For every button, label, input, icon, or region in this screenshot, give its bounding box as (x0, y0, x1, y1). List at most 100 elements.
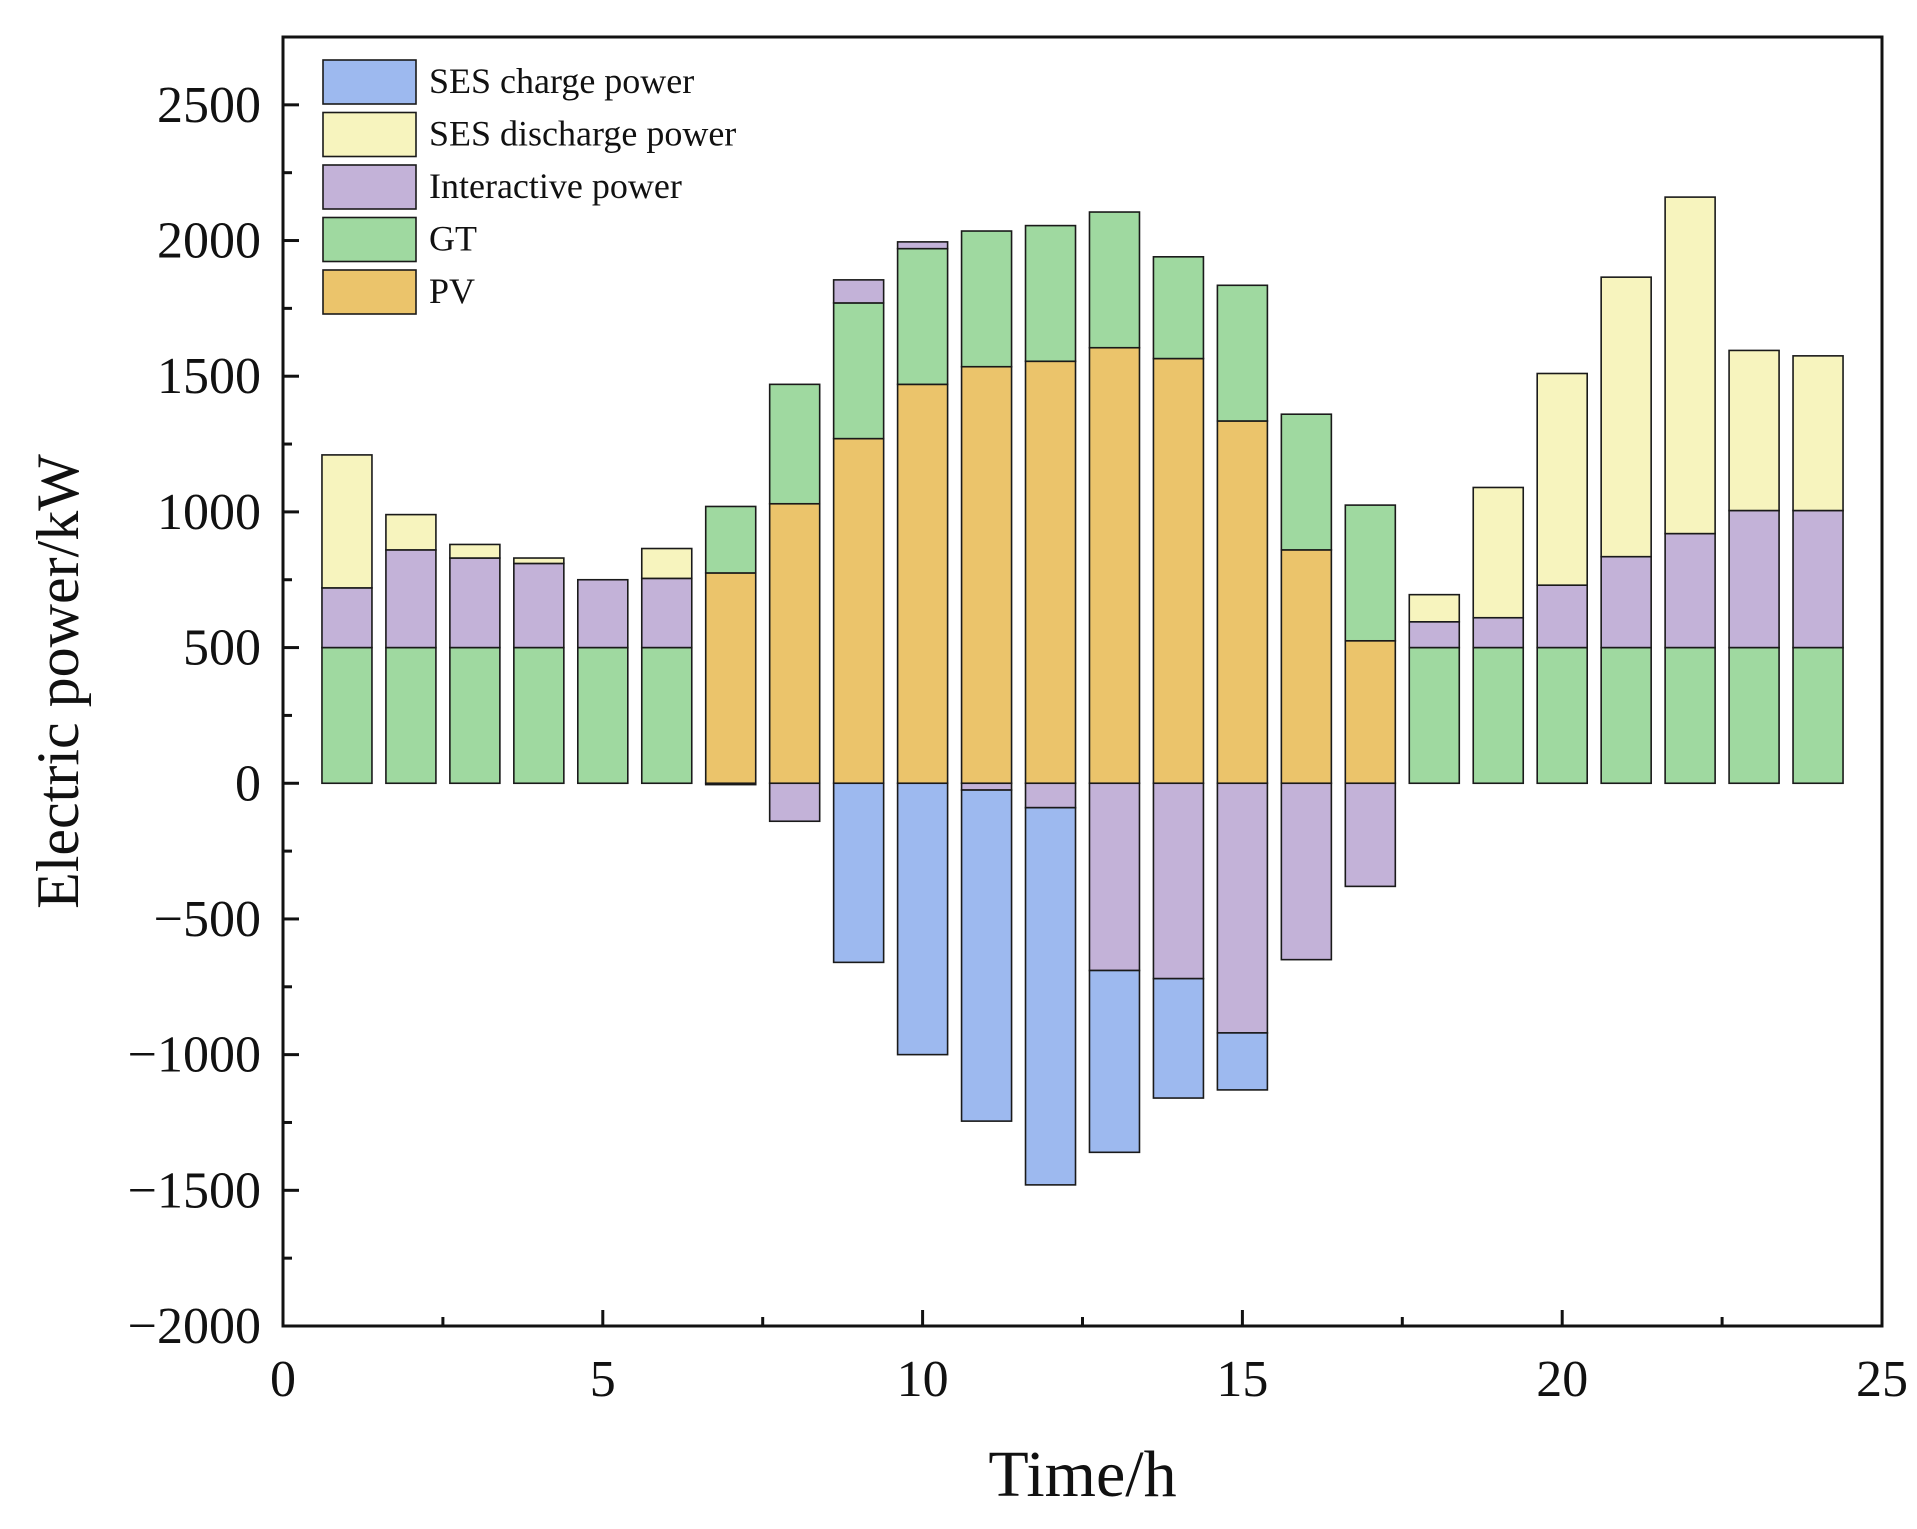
bar-segment-gt (576, 646, 629, 785)
bar-segment-ses-discharge (1472, 486, 1525, 619)
legend-label: GT (429, 219, 477, 259)
bar-segment-gt (1600, 646, 1652, 785)
bar-segment-ses-charge (1216, 1032, 1269, 1091)
bar-segment-ses-discharge (1600, 276, 1652, 558)
y-tick-label: 1500 (157, 348, 261, 405)
bar-segment-gt (1152, 256, 1205, 360)
bar-segment-gt (1344, 504, 1397, 642)
bar-group (1536, 372, 1588, 785)
legend-label: Interactive power (429, 166, 682, 206)
y-tick-label: −2000 (128, 1298, 261, 1355)
bar-segment-ses-discharge (640, 547, 693, 580)
bar-segment-pv (832, 437, 885, 785)
bar-segment-interactive (1216, 782, 1269, 1034)
bar-group (1088, 211, 1141, 1154)
bar-segment-gt (960, 230, 1013, 368)
bar-group (321, 454, 373, 785)
bar-segment-gt (640, 646, 693, 785)
y-tick-label: 0 (235, 755, 261, 812)
bar-segment-ses-charge (832, 782, 885, 964)
bar-segment-interactive (513, 562, 565, 649)
bar-segment-ses-charge (1024, 806, 1077, 1186)
bar-segment-pv (896, 383, 949, 785)
bar-segment-gt (321, 646, 373, 785)
bar-segment-gt (896, 247, 949, 386)
bar-group (1792, 355, 1844, 785)
bar-segment-interactive (1088, 782, 1141, 972)
x-tick-label: 5 (590, 1351, 616, 1408)
bars-layer (321, 196, 1844, 1186)
bar-group (1408, 593, 1461, 785)
bar-segment-interactive (1280, 782, 1333, 961)
bar-segment-gt (1280, 413, 1333, 551)
bar-segment-interactive (1728, 509, 1780, 649)
bar-segment-ses-discharge (1728, 349, 1780, 512)
legend-swatch (322, 111, 417, 158)
bar-segment-ses-discharge (1536, 372, 1588, 586)
bar-segment-ses-discharge (1664, 196, 1716, 535)
bar-group (1728, 349, 1780, 785)
bar-segment-interactive (896, 241, 949, 250)
axes-layer: −2000 −1500 −1000 −500 0 500 1000 1500 2000 2500 0… (128, 35, 1908, 1408)
bar-segment-interactive (1600, 555, 1652, 649)
bar-segment-gt (449, 646, 501, 785)
bar-segment-interactive (1472, 616, 1525, 649)
bar-segment-interactive (321, 587, 373, 649)
bar-segment-ses-charge (1088, 969, 1141, 1154)
bar-segment-pv (768, 502, 821, 785)
bar-group (1472, 486, 1525, 785)
x-tick-label: 0 (270, 1351, 296, 1408)
legend-label: SES discharge power (429, 114, 736, 154)
bar-segment-ses-charge (1152, 977, 1205, 1099)
bar-segment-interactive (1024, 782, 1077, 809)
bar-segment-pv (960, 365, 1013, 785)
bar-group (449, 543, 501, 785)
legend-label: SES charge power (429, 61, 694, 101)
bar-segment-interactive (768, 782, 821, 823)
bar-group (385, 513, 437, 785)
bar-group (513, 557, 565, 785)
legend-swatch (322, 216, 417, 263)
bar-segment-ses-discharge (321, 454, 373, 589)
bar-segment-ses-discharge (1792, 355, 1844, 512)
bar-segment-ses-charge (960, 789, 1013, 1122)
bar-group (896, 241, 949, 1056)
y-tick-label: −500 (154, 891, 261, 948)
bar-segment-gt (832, 302, 885, 440)
y-tick-label: 2000 (157, 213, 261, 270)
bar-segment-ses-charge (896, 782, 949, 1056)
y-tick-label: 500 (183, 620, 261, 677)
bar-segment-interactive (832, 279, 885, 304)
x-tick-label: 15 (1216, 1351, 1268, 1408)
bar-segment-interactive (640, 577, 693, 649)
bar-segment-interactive (449, 557, 501, 649)
y-tick-label: 1000 (157, 484, 261, 541)
bar-segment-ses-discharge (513, 557, 565, 565)
bar-segment-gt (704, 505, 757, 574)
bar-group (960, 230, 1013, 1122)
bar-segment-interactive (1408, 620, 1461, 649)
legend-layer: SES charge power SES discharge power Inter… (322, 59, 736, 315)
legend-swatch (322, 269, 417, 315)
bar-segment-interactive (1536, 584, 1588, 649)
bar-segment-gt (1664, 646, 1716, 785)
bar-segment-pv (1088, 346, 1141, 785)
bar-segment-gt (1472, 646, 1525, 785)
x-tick-label: 25 (1856, 1351, 1908, 1408)
bar-group (768, 383, 821, 823)
bar-segment-gt (1088, 211, 1141, 349)
bar-segment-interactive (1792, 509, 1844, 649)
bar-group (1216, 284, 1269, 1091)
bar-segment-ses-discharge (449, 543, 501, 559)
bar-group (1152, 256, 1205, 1099)
bar-segment-interactive (1152, 782, 1205, 980)
bar-segment-gt (1728, 646, 1780, 785)
bar-segment-pv (704, 572, 757, 785)
x-axis-title: Time/h (988, 1438, 1176, 1511)
bar-group (1600, 276, 1652, 785)
bar-segment-gt (513, 646, 565, 785)
y-axis-title: Electric power/kW (25, 454, 91, 909)
bar-segment-gt (1216, 284, 1269, 422)
bar-segment-gt (1536, 646, 1588, 785)
